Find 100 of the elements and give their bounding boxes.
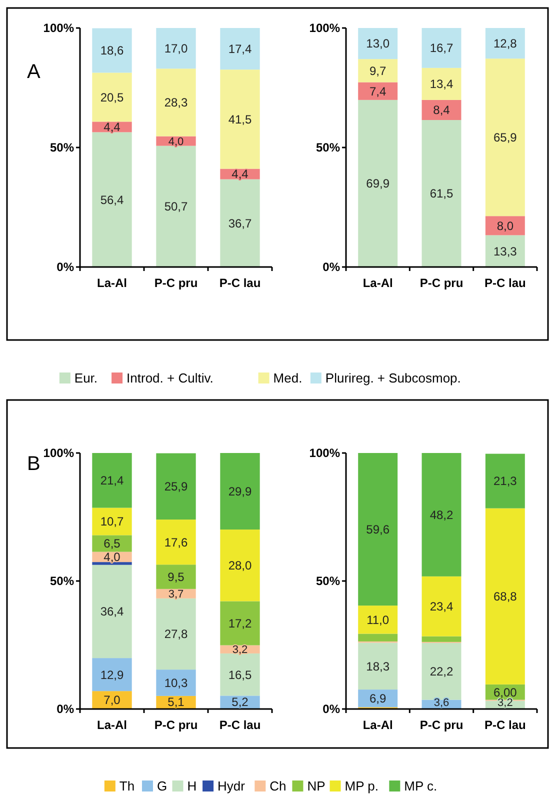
data-label: 20,5 bbox=[100, 90, 124, 104]
data-label: 18,3 bbox=[366, 659, 390, 674]
data-label: 17,4 bbox=[228, 42, 252, 56]
data-label: 9,7 bbox=[369, 64, 386, 78]
data-label: 21,4 bbox=[100, 474, 124, 488]
legend-label: Plurireg. + Subcosmop. bbox=[325, 370, 461, 386]
data-label: 16,5 bbox=[228, 668, 252, 682]
data-label: 65,9 bbox=[493, 130, 518, 145]
bar bbox=[220, 28, 260, 70]
data-label: 13,4 bbox=[430, 77, 454, 92]
data-label: 61,5 bbox=[430, 186, 454, 201]
data-label: 6,5 bbox=[104, 536, 121, 551]
x-tick-label: P-C lau bbox=[484, 718, 526, 732]
x-tick-label: La-Al bbox=[97, 718, 127, 732]
legend-label: MP c. bbox=[404, 778, 438, 794]
data-label: 69,9 bbox=[366, 176, 390, 191]
text: B bbox=[27, 453, 40, 475]
data-label: 3,2 bbox=[232, 644, 248, 656]
data-label: 7,4 bbox=[369, 84, 386, 98]
x-tick-label: La-Al bbox=[362, 276, 393, 290]
data-label: 12,8 bbox=[493, 36, 518, 50]
data-label: 3,7 bbox=[168, 588, 184, 601]
y-tick-label: 0% bbox=[322, 260, 340, 274]
y-tick-label: 100% bbox=[309, 21, 340, 36]
data-label: 41,5 bbox=[228, 112, 252, 126]
x-tick-label: P-C lau bbox=[484, 276, 526, 290]
data-label: 36,7 bbox=[228, 216, 252, 230]
bar bbox=[156, 598, 196, 670]
y-tick-label: 50% bbox=[316, 140, 340, 155]
legend-label: NP bbox=[307, 778, 326, 794]
data-label: 11,0 bbox=[366, 612, 390, 627]
legend-label: H bbox=[187, 778, 197, 794]
data-label: 21,3 bbox=[493, 474, 518, 488]
x-tick-label: P-C pru bbox=[420, 276, 464, 290]
data-label: 29,9 bbox=[228, 484, 252, 498]
legend-label: Eur. bbox=[74, 370, 98, 386]
bar bbox=[485, 58, 525, 216]
data-label: 16,7 bbox=[430, 41, 454, 56]
x-tick-label: P-C lau bbox=[219, 718, 261, 732]
data-label: 48,2 bbox=[430, 508, 454, 522]
legend-label: G bbox=[156, 778, 168, 794]
bar bbox=[422, 576, 462, 636]
bar bbox=[485, 454, 525, 508]
y-tick-label: 100% bbox=[43, 446, 74, 460]
legend-label: Med. bbox=[273, 370, 302, 386]
data-label: 3,2 bbox=[498, 696, 513, 709]
data-label: 10,3 bbox=[164, 676, 188, 690]
data-label: 36,4 bbox=[100, 604, 124, 619]
data-label: 13,0 bbox=[366, 36, 390, 51]
legend-label: Th bbox=[119, 778, 135, 794]
bar bbox=[422, 120, 462, 267]
data-label: 22,2 bbox=[430, 664, 454, 679]
y-tick-label: 50% bbox=[50, 140, 74, 155]
data-label: 6,9 bbox=[369, 692, 386, 706]
data-label: 28,3 bbox=[164, 96, 188, 110]
bar bbox=[220, 601, 260, 646]
y-tick-label: 100% bbox=[43, 21, 74, 36]
data-label: 4,4 bbox=[104, 120, 121, 134]
x-tick-label: P-C pru bbox=[154, 718, 198, 732]
legend-label: Ch bbox=[270, 778, 286, 794]
bar bbox=[156, 68, 196, 136]
bar bbox=[92, 453, 132, 508]
legend-label: Hydr bbox=[218, 778, 246, 794]
data-label: 8,4 bbox=[433, 103, 450, 118]
bar bbox=[92, 562, 132, 565]
data-label: 18,6 bbox=[100, 44, 124, 58]
y-tick-label: 50% bbox=[316, 574, 340, 588]
data-label: 59,6 bbox=[366, 522, 390, 536]
bar bbox=[358, 453, 398, 606]
legend-label: MP p. bbox=[344, 778, 378, 794]
bar bbox=[422, 636, 462, 642]
x-tick-label: La-Al bbox=[97, 276, 127, 290]
bar bbox=[220, 179, 260, 267]
data-label: 56,4 bbox=[100, 192, 124, 207]
data-label: 3,6 bbox=[434, 696, 450, 709]
y-tick-label: 0% bbox=[322, 702, 340, 716]
bar bbox=[156, 453, 196, 520]
data-label: 7,0 bbox=[104, 693, 121, 708]
bar bbox=[422, 453, 462, 576]
data-label: 4,0 bbox=[104, 550, 121, 564]
bar bbox=[92, 132, 132, 267]
data-label: 13,3 bbox=[493, 244, 518, 258]
bar bbox=[485, 508, 525, 684]
bar bbox=[220, 453, 260, 530]
data-label: 4,4 bbox=[232, 167, 249, 182]
x-tick-label: P-C pru bbox=[420, 718, 464, 732]
data-label: 28,0 bbox=[228, 558, 252, 573]
data-label: 25,9 bbox=[164, 480, 188, 494]
data-label: 5,1 bbox=[168, 695, 185, 710]
data-label: 17,6 bbox=[164, 535, 188, 550]
data-label: 12,9 bbox=[100, 668, 124, 682]
data-label: 9,5 bbox=[168, 570, 185, 584]
data-label: 5,2 bbox=[232, 695, 249, 710]
legend-label: Introd. + Cultiv. bbox=[126, 370, 214, 386]
bar bbox=[358, 634, 398, 642]
bar bbox=[220, 70, 260, 169]
data-label: 50,7 bbox=[164, 200, 188, 214]
data-label: 17,2 bbox=[228, 616, 252, 630]
data-label: 10,7 bbox=[100, 514, 124, 529]
x-tick-label: P-C lau bbox=[219, 276, 261, 290]
